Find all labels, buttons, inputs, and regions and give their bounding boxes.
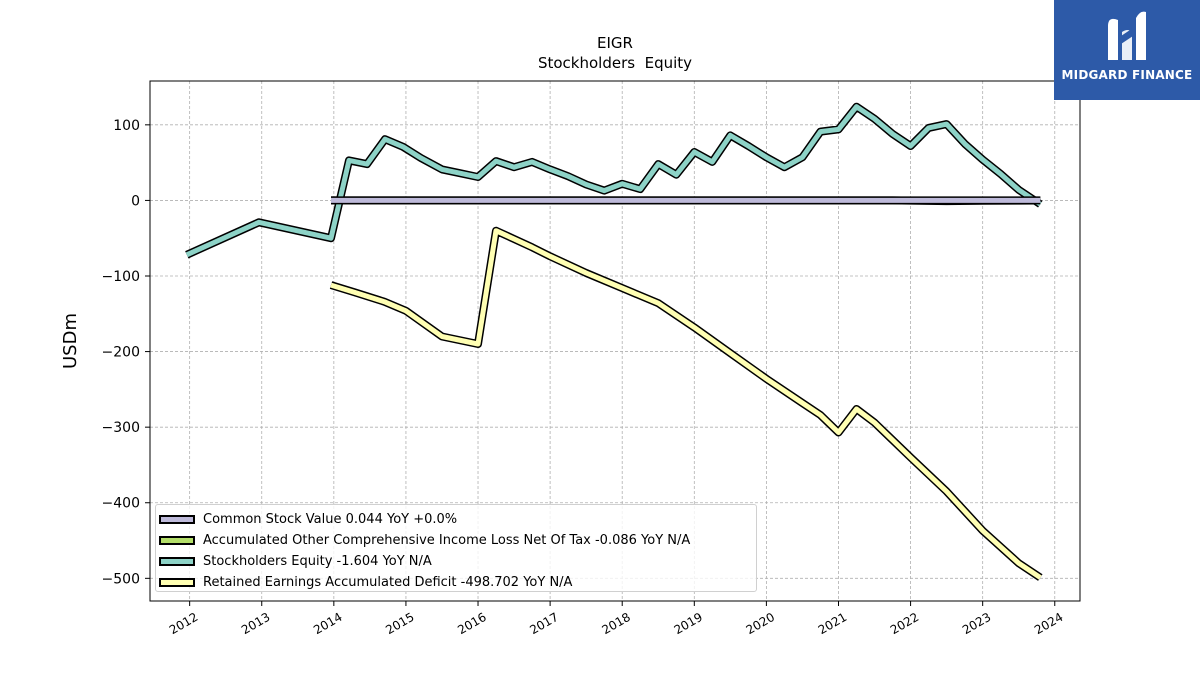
y-tick-label: −300 (102, 420, 140, 436)
legend-label-stockholders-equity: Stockholders Equity -1.604 YoY N/A (203, 554, 432, 569)
x-tick-label: 2021 (816, 610, 849, 637)
legend-label-retained-earnings: Retained Earnings Accumulated Deficit -4… (203, 575, 573, 590)
x-tick-label: 2024 (1032, 610, 1065, 637)
x-tick-label: 2018 (599, 610, 632, 637)
y-tick-label: −400 (102, 496, 140, 512)
y-tick-label: −200 (102, 345, 140, 361)
x-tick-label: 2016 (455, 610, 488, 637)
legend-swatch-stockholders-equity (159, 557, 195, 566)
x-tick-label: 2023 (960, 610, 993, 637)
legend-item-aoci: Accumulated Other Comprehensive Income L… (159, 530, 756, 551)
y-tick-label: 0 (131, 193, 140, 209)
x-tick-label: 2015 (383, 610, 416, 637)
y-tick-label: −100 (102, 269, 140, 285)
legend-item-stockholders-equity: Stockholders Equity -1.604 YoY N/A (159, 551, 756, 572)
axes (145, 80, 1081, 606)
series-line-stockholders-equity (185, 104, 1042, 258)
x-tick-label: 2012 (167, 610, 200, 637)
legend-label-aoci: Accumulated Other Comprehensive Income L… (203, 533, 691, 548)
legend-label-common-stock: Common Stock Value 0.044 YoY +0.0% (203, 512, 458, 527)
legend: Common Stock Value 0.044 YoY +0.0% Accum… (155, 504, 757, 592)
x-tick-label: 2020 (744, 610, 777, 637)
y-tick-label: 100 (113, 118, 140, 134)
legend-item-retained-earnings: Retained Earnings Accumulated Deficit -4… (159, 572, 756, 593)
legend-swatch-aoci (159, 536, 195, 545)
x-tick-label: 2019 (672, 610, 705, 637)
legend-swatch-retained-earnings (159, 578, 195, 587)
grid-lines (150, 81, 1080, 601)
y-tick-label: −500 (102, 571, 140, 587)
legend-item-common-stock: Common Stock Value 0.044 YoY +0.0% (159, 509, 756, 530)
plot-frame (149, 80, 1081, 602)
x-tick-label: 2022 (888, 610, 921, 637)
logo-mark-icon (1108, 11, 1146, 61)
x-tick-label: 2013 (239, 610, 272, 637)
chart-title: EIGR (597, 34, 633, 52)
x-tick-label: 2014 (311, 610, 344, 637)
logo-text: MIDGARD FINANCE (1061, 68, 1193, 82)
y-axis-label: USDm (60, 313, 81, 369)
series-line-retained-earnings (330, 228, 1042, 580)
midgard-finance-logo: MIDGARD FINANCE (1054, 0, 1200, 100)
chart-subtitle: Stockholders Equity (538, 54, 692, 72)
x-tick-label: 2017 (527, 610, 560, 637)
legend-swatch-common-stock (159, 515, 195, 524)
series-layer (185, 102, 1043, 581)
